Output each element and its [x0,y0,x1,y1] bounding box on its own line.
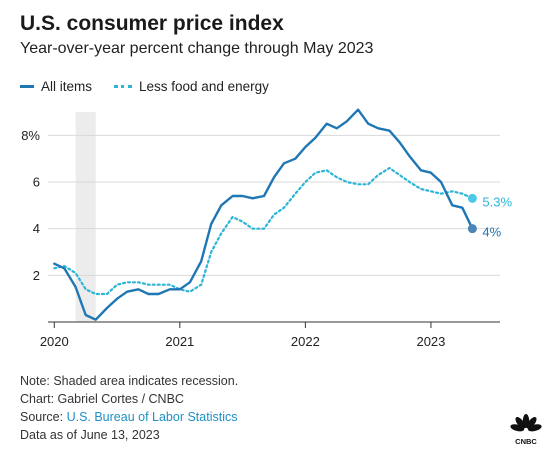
legend-item-core: Less food and energy [114,79,269,94]
chart-title: U.S. consumer price index [20,12,284,35]
end-label-less-food-and-energy: 5.3% [482,194,512,209]
x-tick-label: 2021 [165,334,194,349]
chart-credit: Chart: Gabriel Cortes / CNBC [20,392,184,406]
series-line-less-food-and-energy [53,166,474,296]
data-as-of: Data as of June 13, 2023 [20,428,160,442]
line-chart: 2 4 6 8% 2020 2021 2022 2023 5.3% 4% [21,108,512,349]
cnbc-peacock-icon: CNBC [510,414,542,446]
logo-text: CNBC [515,437,537,446]
x-tick-label: 2022 [291,334,320,349]
end-point-all-items [467,224,477,234]
legend-label-core: Less food and energy [139,79,269,94]
x-tick-label: 2023 [416,334,445,349]
footer-notes: Note: Shaded area indicates recession. C… [20,372,238,444]
y-tick-label: 4 [33,221,40,236]
chart-subtitle: Year-over-year percent change through Ma… [20,40,374,57]
source-prefix: Source: [20,410,67,424]
recession-note: Note: Shaded area indicates recession. [20,374,239,388]
legend-swatch-solid [20,85,34,88]
end-label-all-items: 4% [482,225,501,240]
y-tick-label: 8% [21,128,40,143]
legend-swatch-dotted [114,85,133,88]
y-tick-label: 6 [33,175,40,190]
end-point-less-food-and-energy [467,193,477,203]
recession-shade [75,112,96,322]
legend-item-all-items: All items [20,79,92,94]
source-link[interactable]: U.S. Bureau of Labor Statistics [66,410,238,424]
source-line: Source: U.S. Bureau of Labor Statistics [20,408,238,426]
legend: All items Less food and energy [20,79,291,94]
legend-label-all-items: All items [41,79,93,94]
x-tick-label: 2020 [40,334,69,349]
y-tick-label: 2 [33,268,40,283]
series-line-all-items [53,108,474,321]
